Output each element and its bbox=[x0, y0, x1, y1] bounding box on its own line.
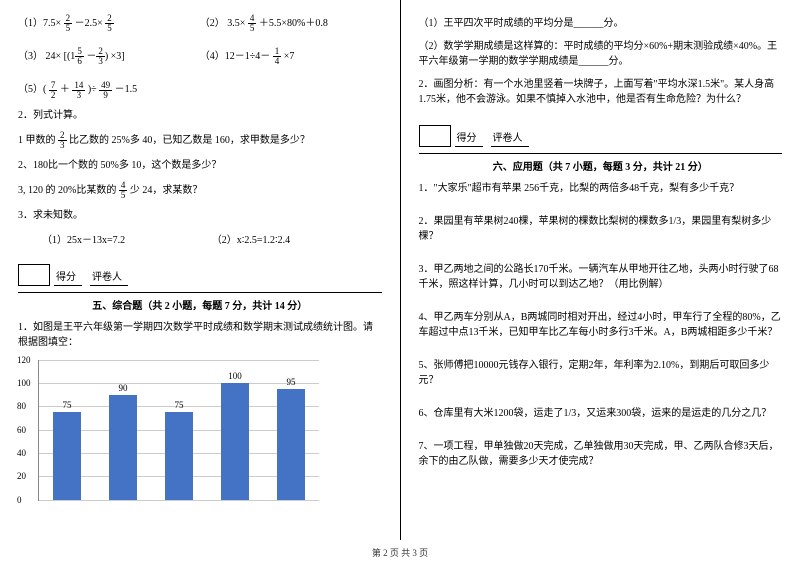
score-label: 得分 bbox=[455, 129, 483, 147]
bar bbox=[221, 383, 249, 500]
q2-title: 2．列式计算。 bbox=[18, 108, 382, 123]
s6-4: 4、甲乙两车分别从A，B两城同时相对开出，经过4小时，甲车行了全程的80%，乙车… bbox=[419, 310, 783, 340]
ylabel: 80 bbox=[17, 401, 26, 411]
bar-label: 95 bbox=[277, 377, 305, 387]
page-footer: 第 2 页 共 3 页 bbox=[0, 546, 800, 559]
bar-label: 75 bbox=[53, 400, 81, 410]
score-line-right: 得分 评卷人 bbox=[419, 125, 783, 147]
s6-5: 5、张师傅把10000元钱存入银行，定期2年，年利率为2.10%，到期后可取回多… bbox=[419, 358, 783, 388]
q3-row: （1）25x－13x=7.2 （2）x∶2.5=1.2∶2.4 bbox=[42, 231, 382, 246]
r1: （1）王平四次平时成绩的平均分是______分。 bbox=[419, 16, 783, 31]
bar-label: 90 bbox=[109, 383, 137, 393]
bar bbox=[165, 412, 193, 500]
section-5-title: 五、综合题（共 2 小题，每题 7 分，共计 14 分） bbox=[18, 292, 382, 312]
bar-label: 75 bbox=[165, 400, 193, 410]
q2-3: 3, 120 的 20%比某数的 45 少 24，求某数？ bbox=[18, 181, 382, 200]
s6-7: 7、一项工程，甲单独做20天完成，乙单独做用30天完成，甲、乙两队合修3天后，余… bbox=[419, 439, 783, 469]
score-box bbox=[18, 264, 50, 286]
left-column: （1）7.5× 25 －2.5× 25 （2） 3.5× 45 ＋5.5×80%… bbox=[0, 0, 400, 540]
r2: （2）数学学期成绩是这样算的：平时成绩的平均分×60%+期末测验成绩×40%。王… bbox=[419, 39, 783, 69]
ylabel: 120 bbox=[17, 355, 31, 365]
q3-title: 3．求未知数。 bbox=[18, 208, 382, 223]
equation-row-2: （3） 24× [(156 －23) ×3] （4）12－1÷4－ 14 ×7 bbox=[18, 47, 382, 66]
r3: 2．画图分析：有一个水池里竖着一块牌子，上面写着"平均水深1.5米"。某人身高1… bbox=[419, 77, 783, 107]
eq1b-pre: （2） 3.5× bbox=[200, 18, 246, 29]
ylabel: 0 bbox=[17, 495, 22, 505]
grader-label: 评卷人 bbox=[491, 129, 529, 147]
s6-3: 3．甲乙两地之间的公路长170千米。一辆汽车从甲地开往乙地，头两小时行驶了68千… bbox=[419, 262, 783, 292]
s6-2: 2．果园里有苹果树240棵，苹果树的棵数比梨树的棵数多1/3，果园里有梨树多少棵… bbox=[419, 214, 783, 244]
grader-label: 评卷人 bbox=[90, 268, 128, 286]
score-label: 得分 bbox=[54, 268, 82, 286]
right-column: （1）王平四次平时成绩的平均分是______分。 （2）数学学期成绩是这样算的：… bbox=[401, 0, 800, 540]
s6-1: 1．"大家乐"超市有苹果 256千克，比梨的两倍多48千克，梨有多少千克？ bbox=[419, 181, 783, 196]
bar bbox=[53, 412, 81, 500]
bar-label: 100 bbox=[221, 371, 249, 381]
equation-row-1: （1）7.5× 25 －2.5× 25 （2） 3.5× 45 ＋5.5×80%… bbox=[18, 14, 382, 33]
s6-6: 6、仓库里有大米1200袋，运走了1/3，又运来300袋，运来的是运走的几分之几… bbox=[419, 406, 783, 421]
q2-1: 1 甲数的 23 比乙数的 25%多 40，已知乙数是 160，求甲数是多少？ bbox=[18, 131, 382, 150]
bar bbox=[277, 389, 305, 500]
section-6-title: 六、应用题（共 7 小题，每题 3 分，共计 21 分） bbox=[419, 153, 783, 173]
bar bbox=[109, 395, 137, 500]
ylabel: 60 bbox=[17, 425, 26, 435]
ylabel: 40 bbox=[17, 448, 26, 458]
score-box bbox=[419, 125, 451, 147]
s5-q1: 1．如图是王平六年级第一学期四次数学平时成绩和数学期末测试成绩统计图。请根据图填… bbox=[18, 320, 382, 350]
eq1a-pre: （1）7.5× bbox=[18, 18, 61, 29]
q2-2: 2、180比一个数的 50%多 10，这个数是多少？ bbox=[18, 158, 382, 173]
ylabel: 20 bbox=[17, 471, 26, 481]
bar-chart: 02040608010012075907510095 bbox=[38, 360, 319, 501]
ylabel: 100 bbox=[17, 378, 31, 388]
score-line-left: 得分 评卷人 bbox=[18, 264, 382, 286]
equation-row-3: （5）( 72 ＋ 143 )÷ 499 －1.5 bbox=[18, 80, 382, 99]
